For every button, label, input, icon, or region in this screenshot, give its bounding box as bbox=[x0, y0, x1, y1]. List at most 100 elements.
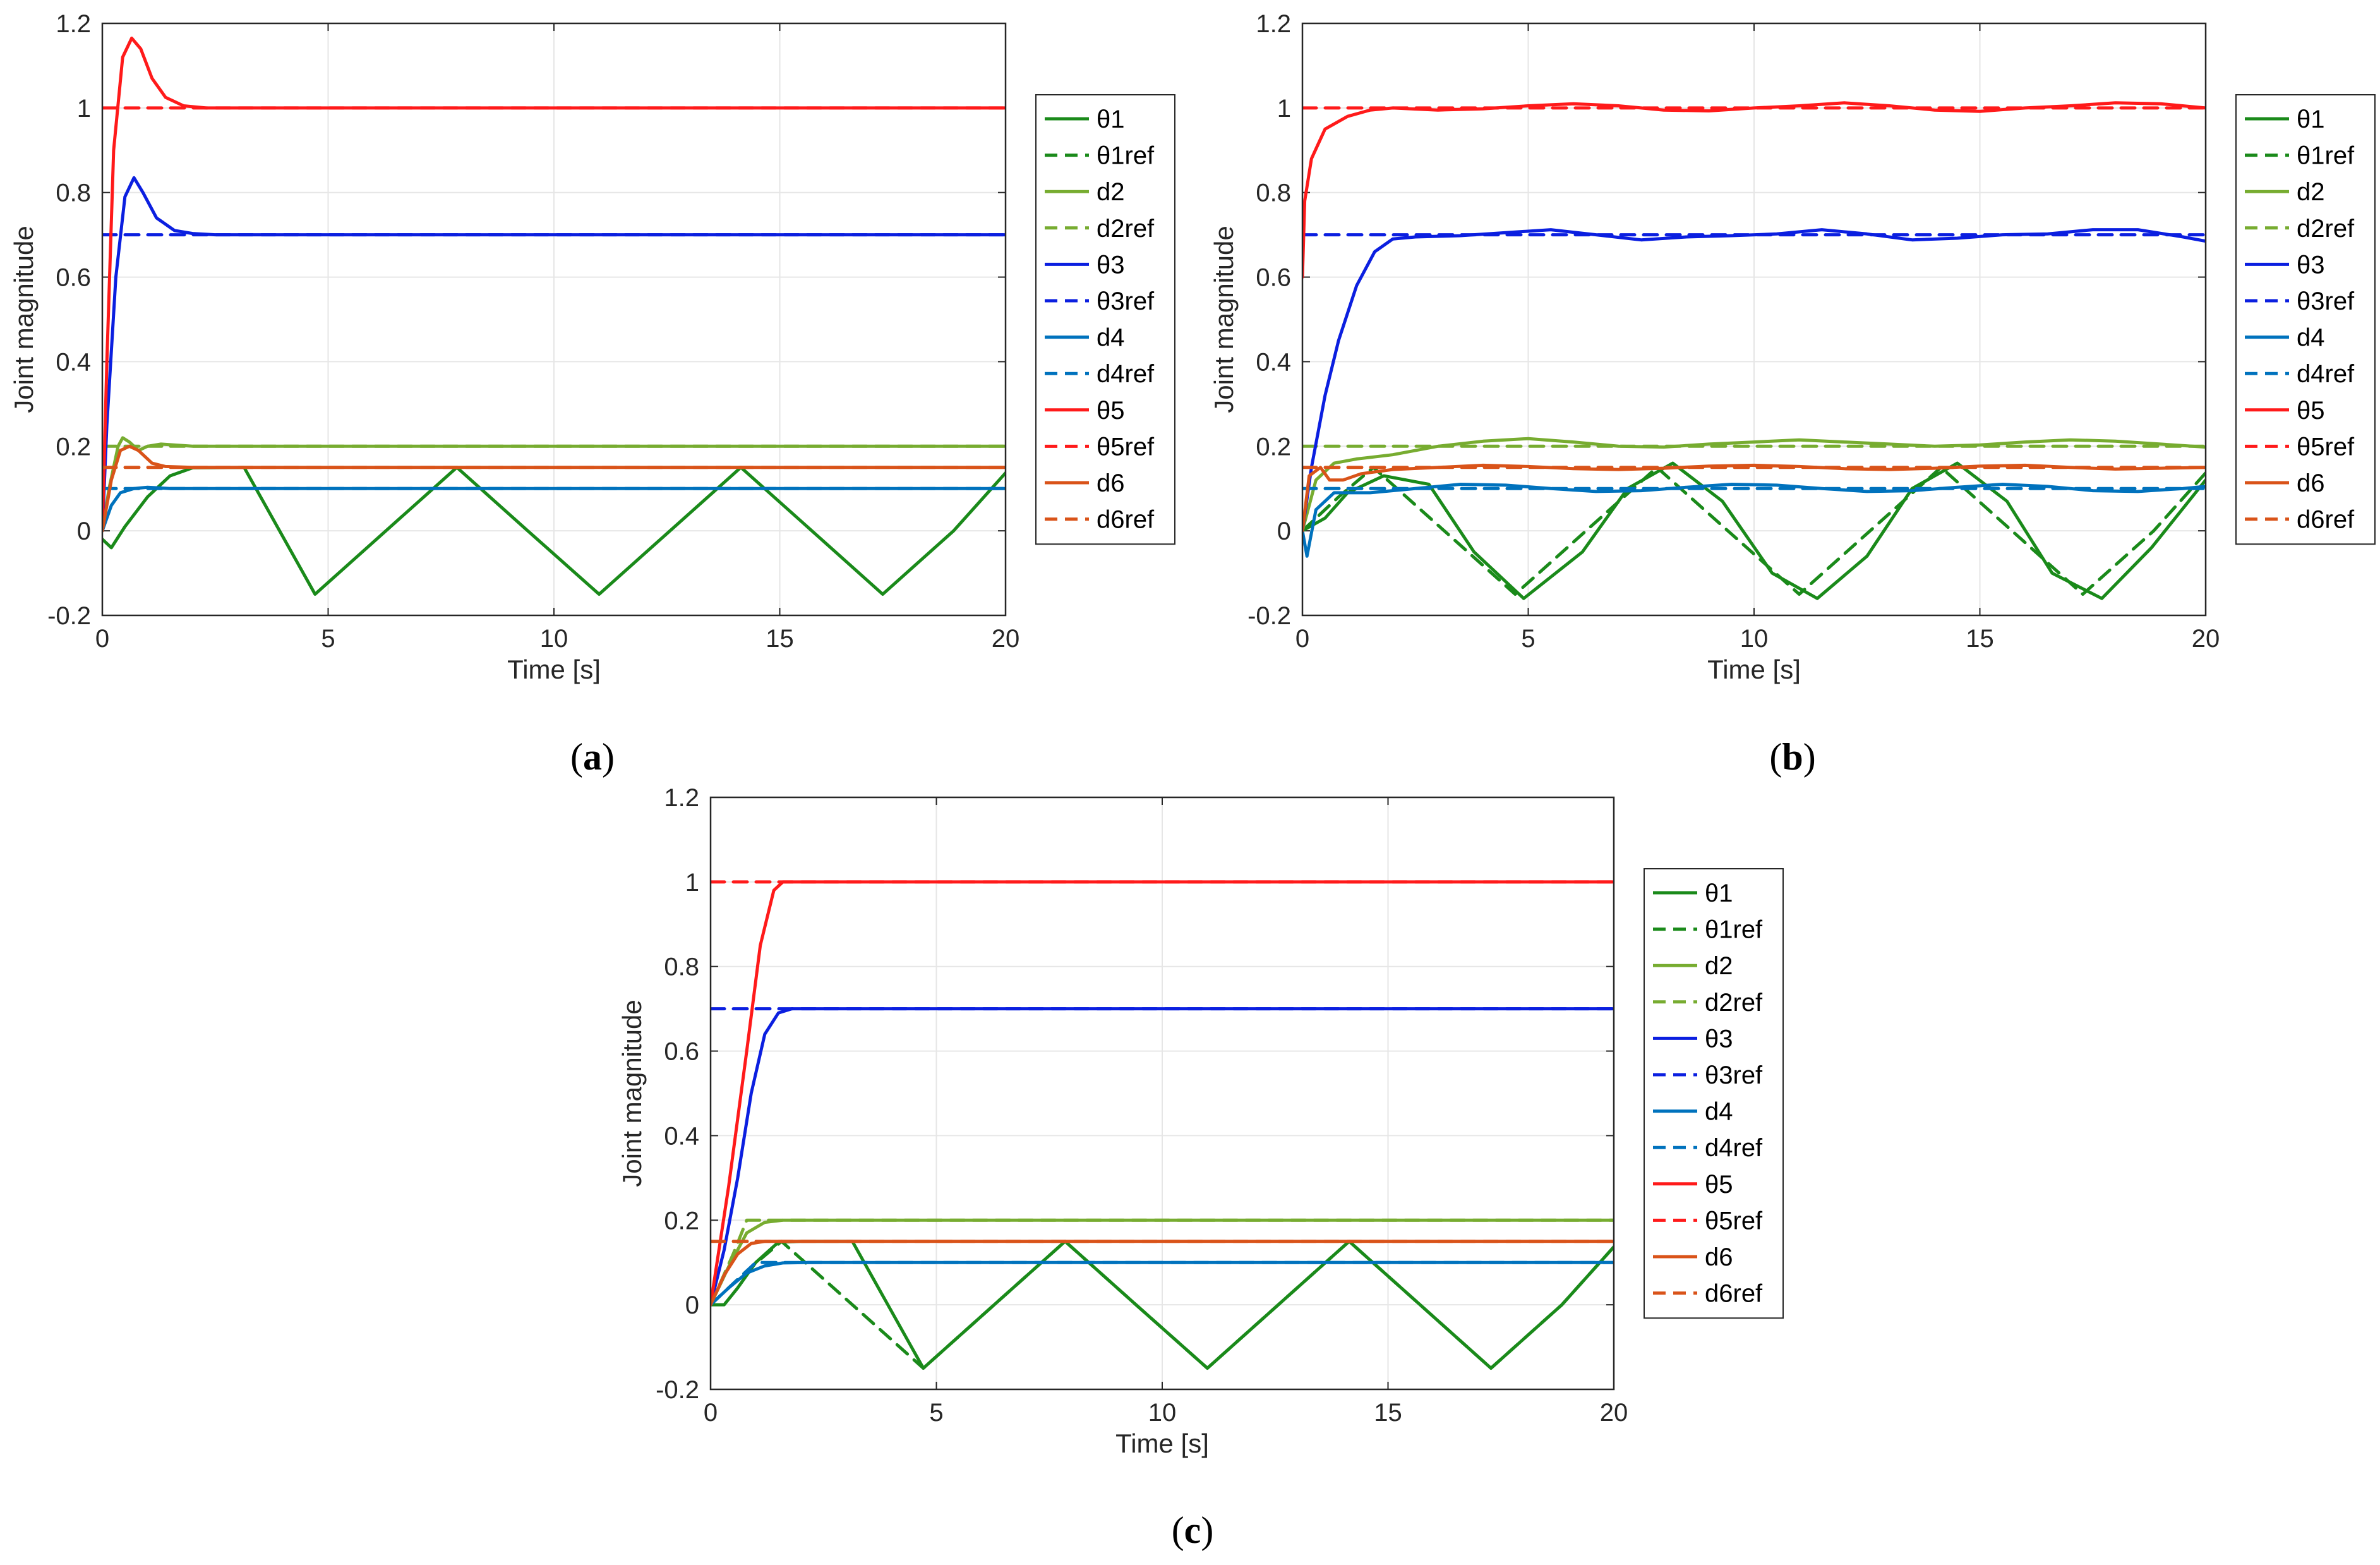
series-line-d6 bbox=[1302, 463, 2206, 533]
x-tick-label: 20 bbox=[1600, 1399, 1628, 1427]
y-tick-label: 0.4 bbox=[664, 1122, 699, 1150]
x-tick-label: 10 bbox=[1740, 625, 1769, 653]
y-tick-label: 1 bbox=[685, 869, 699, 897]
legend-entry: θ5ref bbox=[1705, 1207, 1763, 1235]
series-line-d2 bbox=[1302, 437, 2206, 533]
y-tick-label: 0.6 bbox=[664, 1038, 699, 1066]
y-tick-label: 0.8 bbox=[664, 953, 699, 981]
legend-entry: d2 bbox=[1097, 178, 1125, 206]
legend-entry: θ1 bbox=[1097, 106, 1125, 133]
x-axis-label: Time [s] bbox=[1115, 1429, 1209, 1458]
y-tick-label: -0.2 bbox=[656, 1376, 699, 1404]
x-tick-label: 0 bbox=[1295, 625, 1309, 653]
x-tick-label: 15 bbox=[766, 625, 794, 653]
legend-entry: d4 bbox=[2297, 324, 2325, 352]
series-group bbox=[1302, 101, 2206, 600]
legend-entry: θ5ref bbox=[2297, 433, 2355, 461]
y-axis-label: Joint magnitude bbox=[617, 1000, 647, 1187]
legend-entry: θ3ref bbox=[2297, 287, 2355, 315]
legend-entry: d6ref bbox=[1097, 506, 1155, 534]
x-tick-label: 0 bbox=[704, 1399, 718, 1427]
y-tick-label: 0 bbox=[77, 517, 91, 545]
y-tick-label: 0.8 bbox=[56, 179, 91, 207]
legend-entry: d2ref bbox=[1705, 989, 1763, 1017]
legend-entry: d2 bbox=[2297, 178, 2325, 206]
y-tick-label: 0.4 bbox=[56, 348, 91, 376]
legend-entry: θ1 bbox=[2297, 106, 2325, 133]
x-tick-label: 20 bbox=[992, 625, 1020, 653]
panel-caption: (a) bbox=[570, 736, 615, 778]
legend-entry: θ3 bbox=[1097, 251, 1125, 279]
legend-entry: d4 bbox=[1097, 324, 1125, 352]
x-tick-label: 5 bbox=[321, 625, 335, 653]
y-tick-label: 1.2 bbox=[56, 10, 91, 38]
y-tick-label: 0 bbox=[1277, 517, 1291, 545]
x-tick-label: 20 bbox=[2192, 625, 2220, 653]
y-axis-label: Joint magnitude bbox=[9, 226, 39, 413]
y-tick-label: 1.2 bbox=[1256, 10, 1291, 38]
x-tick-label: 5 bbox=[929, 1399, 943, 1427]
legend-entry: d6ref bbox=[1705, 1280, 1763, 1308]
x-tick-label: 10 bbox=[1148, 1399, 1177, 1427]
legend-entry: θ5ref bbox=[1097, 433, 1155, 461]
y-tick-label: -0.2 bbox=[47, 602, 91, 630]
series-line-θ1 bbox=[102, 466, 1006, 596]
y-tick-label: 1.2 bbox=[664, 784, 699, 812]
legend-entry: θ3ref bbox=[1705, 1061, 1763, 1089]
legend-box bbox=[1644, 868, 1784, 1319]
legend-entry: θ5 bbox=[2297, 397, 2325, 425]
legend-entry: d6 bbox=[2297, 469, 2325, 497]
panel-caption: (b) bbox=[1769, 736, 1815, 778]
y-tick-label: 0.8 bbox=[1256, 179, 1291, 207]
series-group bbox=[711, 880, 1614, 1370]
series-line-θ1 bbox=[1302, 461, 2206, 600]
legend-entry: θ3 bbox=[1705, 1025, 1733, 1053]
x-axis-label: Time [s] bbox=[507, 655, 601, 684]
legend-entry: d2ref bbox=[2297, 215, 2355, 243]
x-axis-label: Time [s] bbox=[1707, 655, 1801, 684]
y-tick-label: 0.6 bbox=[1256, 264, 1291, 292]
series-line-θ5 bbox=[102, 36, 1006, 533]
y-tick-label: -0.2 bbox=[1247, 602, 1291, 630]
axes-box bbox=[709, 796, 1615, 1391]
series-line-θ5 bbox=[1302, 101, 2206, 279]
x-tick-label: 15 bbox=[1374, 1399, 1402, 1427]
legend-entry: d4ref bbox=[1097, 360, 1155, 388]
series-group bbox=[102, 36, 1006, 596]
series-line-d4ref bbox=[711, 1260, 1614, 1307]
y-axis-label: Joint magnitude bbox=[1209, 226, 1239, 413]
legend-entry: θ1ref bbox=[1097, 142, 1155, 170]
legend-entry: d4 bbox=[1705, 1098, 1733, 1126]
y-tick-label: 1 bbox=[1277, 95, 1291, 123]
y-tick-label: 1 bbox=[77, 95, 91, 123]
legend-entry: d6 bbox=[1705, 1243, 1733, 1271]
x-tick-label: 0 bbox=[95, 625, 109, 653]
legend-entry: θ5 bbox=[1097, 397, 1125, 425]
legend-entry: θ5 bbox=[1705, 1171, 1733, 1199]
legend-entry: θ3 bbox=[2297, 251, 2325, 279]
legend-box bbox=[1035, 94, 1175, 545]
x-tick-label: 5 bbox=[1521, 625, 1535, 653]
legend-entry: d6ref bbox=[2297, 506, 2355, 534]
legend-entry: θ3ref bbox=[1097, 287, 1155, 315]
y-tick-label: 0 bbox=[685, 1291, 699, 1319]
x-tick-label: 10 bbox=[540, 625, 568, 653]
x-tick-label: 15 bbox=[1966, 625, 1994, 653]
legend-entry: d6 bbox=[1097, 469, 1125, 497]
legend-entry: θ1ref bbox=[1705, 916, 1763, 944]
legend-entry: d2ref bbox=[1097, 215, 1155, 243]
legend-entry: θ1 bbox=[1705, 879, 1733, 907]
legend-entry: d2 bbox=[1705, 952, 1733, 980]
y-tick-label: 0.2 bbox=[56, 433, 91, 461]
legend-entry: θ1ref bbox=[2297, 142, 2355, 170]
legend-box bbox=[2235, 94, 2376, 545]
y-tick-label: 0.2 bbox=[1256, 433, 1291, 461]
y-tick-label: 0.2 bbox=[664, 1207, 699, 1235]
axes-box bbox=[101, 22, 1007, 617]
panel-caption: (c) bbox=[1172, 1509, 1214, 1551]
legend-entry: d4ref bbox=[2297, 360, 2355, 388]
